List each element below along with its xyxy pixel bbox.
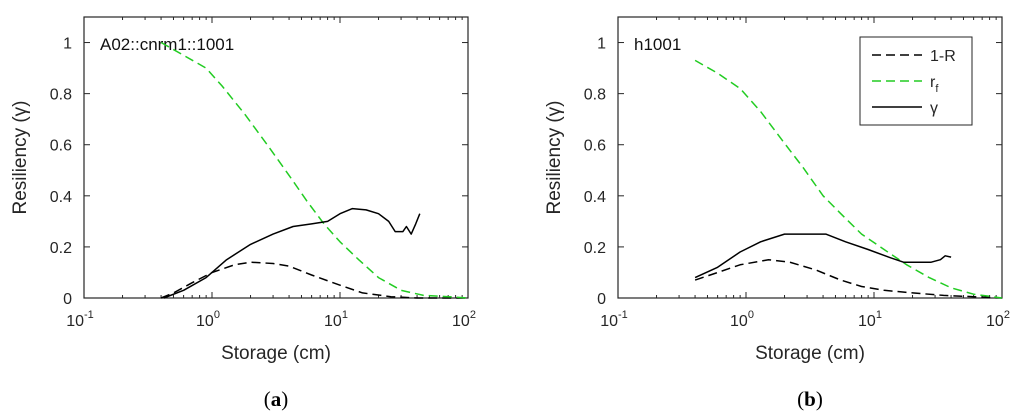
y-tick-label: 1	[597, 36, 606, 53]
x-tick-exponent: 1	[342, 309, 348, 321]
legend-label-sub: f	[935, 83, 939, 95]
series-line-0	[160, 261, 468, 299]
x-tick-label: 102	[452, 309, 476, 330]
series-line-2	[694, 233, 952, 279]
x-tick-exponent: -1	[84, 309, 94, 321]
x-axis-label: Storage (cm)	[221, 343, 331, 364]
x-tick-base: 10	[452, 313, 470, 330]
panel-label-open-paren: (	[264, 387, 271, 411]
x-tick-base: 10	[196, 313, 214, 330]
x-tick-exponent: 2	[470, 309, 476, 321]
legend-label-main: 1-R	[930, 48, 956, 65]
panel-label-letter: a	[271, 387, 282, 411]
x-tick-exponent: 2	[1004, 309, 1010, 321]
x-tick-base: 10	[600, 313, 618, 330]
x-tick-label: 102	[986, 309, 1010, 330]
series-line-1	[160, 41, 469, 299]
series-line-2	[163, 207, 421, 299]
plot-frame	[83, 16, 469, 299]
legend-label: γ	[930, 100, 938, 117]
legend-label-main: r	[930, 74, 936, 91]
y-tick-label: 0.6	[584, 138, 606, 155]
x-tick-base: 10	[858, 313, 876, 330]
x-tick-exponent: -1	[618, 309, 628, 321]
x-tick-label: 101	[324, 309, 348, 330]
panel-label-close-paren: )	[816, 387, 823, 411]
panel-annotation: h1001	[634, 35, 681, 54]
y-tick-label: 0.4	[50, 189, 72, 206]
x-tick-exponent: 0	[214, 309, 220, 321]
y-axis-label: Resiliency (γ)	[544, 100, 565, 214]
y-tick-label: 0.8	[584, 87, 606, 104]
y-tick-label: 0	[63, 291, 72, 308]
x-tick-label: 100	[730, 309, 754, 330]
legend-label: 1-R	[930, 48, 956, 65]
x-tick-base: 10	[730, 313, 748, 330]
panel-label: (b)	[797, 387, 823, 411]
panel-label-close-paren: )	[281, 387, 288, 411]
y-tick-label: 0.8	[50, 87, 72, 104]
x-minor-ticks	[122, 17, 463, 298]
y-tick-label: 0.6	[50, 138, 72, 155]
x-tick-label: 100	[196, 309, 220, 330]
y-axis-label: Resiliency (γ)	[10, 100, 31, 214]
y-tick-label: 1	[63, 36, 72, 53]
x-tick-exponent: 1	[876, 309, 882, 321]
y-tick-label: 0	[597, 291, 606, 308]
x-tick-base: 10	[986, 313, 1004, 330]
x-minor-ticks	[656, 17, 997, 298]
series-line-1	[694, 59, 1003, 299]
panel-label-open-paren: (	[797, 387, 804, 411]
series-line-0	[694, 258, 1003, 299]
x-axis-label: Storage (cm)	[755, 343, 865, 364]
x-tick-exponent: 0	[748, 309, 754, 321]
x-tick-label: 101	[858, 309, 882, 330]
panel-label: (a)	[264, 387, 289, 411]
plot-frame	[617, 16, 1003, 299]
legend-label: rf	[930, 74, 939, 95]
y-tick-label: 0.2	[584, 240, 606, 257]
x-tick-label: 10-1	[66, 309, 94, 330]
y-tick-label: 0.4	[584, 189, 606, 206]
x-tick-base: 10	[324, 313, 342, 330]
x-tick-base: 10	[66, 313, 84, 330]
panel-label-letter: b	[804, 387, 816, 411]
panel-annotation: A02::cnrm1::1001	[100, 35, 234, 54]
legend-label-main: γ	[930, 100, 938, 117]
x-tick-label: 10-1	[600, 309, 628, 330]
y-tick-label: 0.2	[50, 240, 72, 257]
